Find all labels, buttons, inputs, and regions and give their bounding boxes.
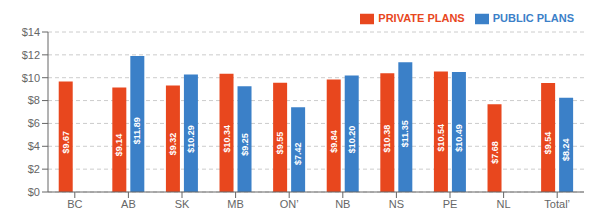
svg-text:$4: $4 — [28, 140, 40, 152]
svg-text:$11.89: $11.89 — [132, 117, 142, 144]
svg-text:$9.55: $9.55 — [275, 132, 285, 155]
svg-text:NS: NS — [389, 198, 404, 210]
svg-text:$0: $0 — [28, 186, 40, 198]
svg-text:$9.67: $9.67 — [61, 131, 71, 154]
svg-text:$2: $2 — [28, 163, 40, 175]
svg-text:$6: $6 — [28, 117, 40, 129]
svg-text:$9.32: $9.32 — [168, 133, 178, 156]
svg-text:$10.54: $10.54 — [436, 124, 446, 152]
svg-text:$10.29: $10.29 — [186, 125, 196, 153]
svg-text:$9.84: $9.84 — [329, 130, 339, 153]
svg-text:AB: AB — [121, 198, 136, 210]
svg-text:ON’: ON’ — [280, 198, 299, 210]
svg-text:$10.20: $10.20 — [347, 126, 357, 154]
svg-text:$9.25: $9.25 — [240, 133, 250, 156]
svg-text:$10.49: $10.49 — [454, 124, 464, 152]
svg-text:$14: $14 — [22, 26, 40, 38]
svg-text:PE: PE — [443, 198, 458, 210]
svg-text:$8: $8 — [28, 94, 40, 106]
svg-text:SK: SK — [175, 198, 190, 210]
svg-text:$10: $10 — [22, 72, 40, 84]
svg-text:$9.54: $9.54 — [543, 132, 553, 155]
svg-text:Total’: Total’ — [544, 198, 570, 210]
svg-text:NB: NB — [335, 198, 350, 210]
html-text:PRIVATE PLANS: PRIVATE PLANS — [378, 12, 465, 24]
svg-text:$9.14: $9.14 — [114, 134, 124, 157]
svg-text:$8.24: $8.24 — [561, 138, 571, 161]
html-text:PUBLIC PLANS: PUBLIC PLANS — [492, 12, 574, 24]
svg-text:BC: BC — [67, 198, 82, 210]
svg-text:$12: $12 — [22, 49, 40, 61]
svg-text:MB: MB — [227, 198, 244, 210]
svg-text:NL: NL — [497, 198, 511, 210]
svg-text:$7.42: $7.42 — [293, 143, 303, 166]
svg-text:$10.38: $10.38 — [382, 125, 392, 153]
svg-text:$10.34: $10.34 — [222, 125, 232, 153]
svg-text:$7.68: $7.68 — [490, 141, 500, 164]
svg-text:$11.35: $11.35 — [400, 120, 410, 147]
